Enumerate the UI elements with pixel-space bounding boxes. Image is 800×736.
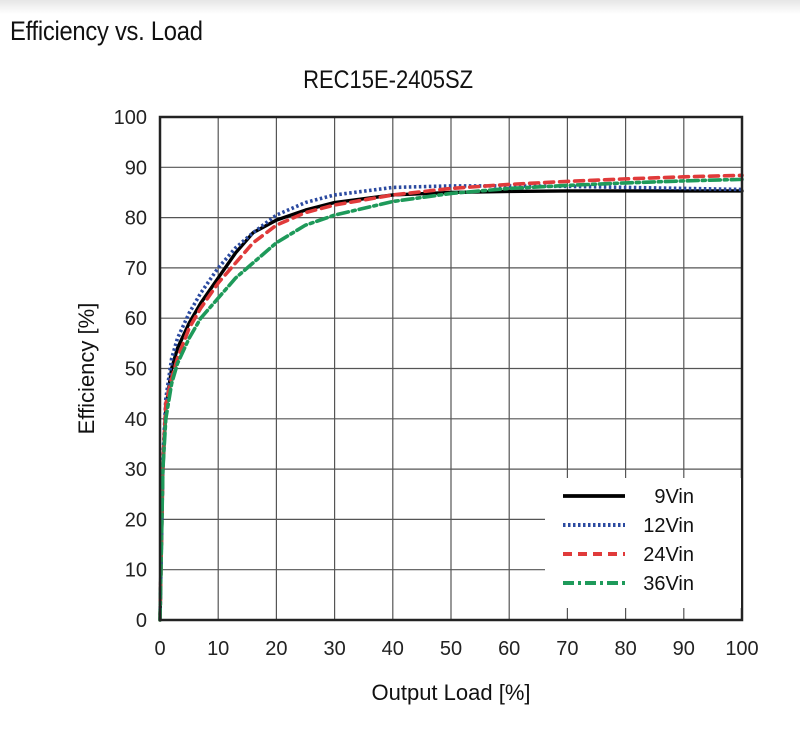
- section-title: Efficiency vs. Load: [10, 16, 203, 46]
- x-tick-label: 40: [382, 638, 404, 660]
- tick-labels: 0 10 20 30 40 50 60 70 80 90 100 0 10 20 30 40 50 60 70 80 9…: [114, 107, 759, 660]
- plot-frame: [158, 115, 744, 622]
- legend: 9Vin 12Vin 24Vin 36Vin: [545, 478, 741, 608]
- x-tick-label: 0: [154, 638, 165, 660]
- x-axis-label: Output Load [%]: [372, 680, 531, 705]
- legend-label: 12Vin: [643, 515, 694, 537]
- chart-title: REC15E-2405SZ: [303, 66, 474, 94]
- y-tick-label: 80: [125, 208, 147, 230]
- y-tick-label: 90: [125, 157, 147, 179]
- y-tick-label: 60: [125, 308, 147, 330]
- series-lines: [158, 173, 744, 622]
- x-tick-label: 90: [673, 638, 695, 660]
- legend-label: 9Vin: [654, 486, 694, 508]
- y-tick-label: 10: [125, 560, 147, 582]
- y-tick-label: 70: [125, 258, 147, 280]
- x-tick-label: 60: [498, 638, 520, 660]
- series-line-9vin: [158, 189, 744, 622]
- y-tick-label: 30: [125, 459, 147, 481]
- legend-box: [545, 478, 741, 608]
- legend-label: 24Vin: [643, 544, 694, 566]
- y-tick-label: 20: [125, 509, 147, 531]
- x-tick-label: 30: [323, 638, 345, 660]
- y-tick-label: 40: [125, 409, 147, 431]
- x-tick-label: 50: [440, 638, 462, 660]
- x-tick-label: 70: [556, 638, 578, 660]
- y-tick-label: 0: [136, 610, 147, 632]
- x-tick-label: 10: [207, 638, 229, 660]
- series-line-12vin: [158, 184, 743, 621]
- y-tick-label: 100: [114, 107, 147, 129]
- legend-label: 36Vin: [643, 573, 694, 595]
- series-line-36vin: [158, 177, 744, 622]
- x-tick-label: 100: [725, 638, 758, 660]
- top-header-band: [0, 0, 800, 14]
- y-axis-label: Efficiency [%]: [74, 303, 99, 435]
- y-tick-label: 50: [125, 359, 147, 381]
- x-tick-label: 20: [265, 638, 287, 660]
- x-tick-label: 80: [614, 638, 636, 660]
